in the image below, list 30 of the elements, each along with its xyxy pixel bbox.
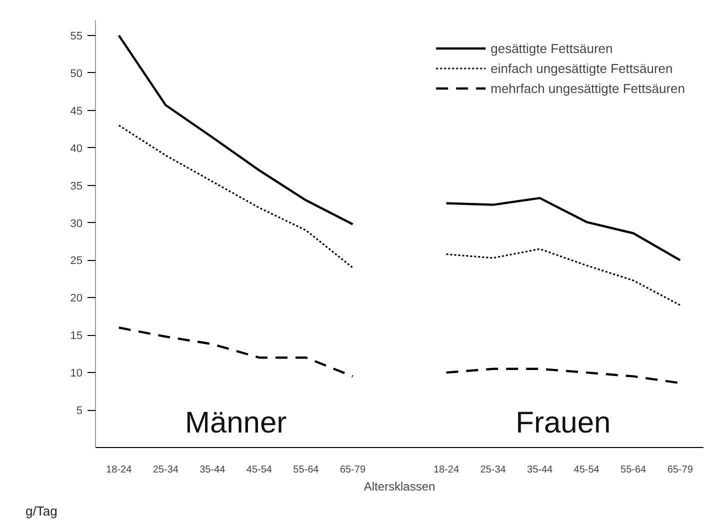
y-tick-label: 35 (70, 180, 83, 192)
legend-label: gesättigte Fettsäuren (490, 40, 613, 56)
x-tick-label: 25-34 (480, 464, 506, 476)
y-tick-label: 10 (70, 368, 83, 380)
x-tick-label: 18-24 (433, 464, 460, 476)
y-tick-label: 30 (70, 218, 83, 230)
x-tick-label: 18-24 (106, 464, 132, 476)
y-tick-label: 25 (70, 255, 83, 268)
x-tick-label: 25-34 (152, 464, 179, 476)
y-tick-label: 5 (76, 405, 83, 418)
annotation: Frauen (516, 406, 611, 440)
y-tick-label: 50 (70, 68, 83, 80)
x-tick-label: 55-64 (293, 464, 320, 476)
y-tick-label: 15 (70, 330, 83, 342)
annotation: Männer (184, 406, 287, 440)
y-tick-label: 45 (70, 105, 83, 118)
y-tick-label: 55 (70, 30, 83, 42)
y-axis-title: g/Tag (26, 504, 58, 518)
x-tick-label: 45-54 (246, 464, 272, 476)
y-tick-label: 40 (70, 142, 83, 155)
x-tick-label: 35-44 (527, 464, 554, 476)
x-tick-label: 65-79 (667, 464, 694, 476)
x-tick-label: 55-64 (620, 464, 647, 476)
y-tick-label: 20 (70, 292, 83, 305)
x-tick-label: 45-54 (574, 464, 600, 476)
legend-label: mehrfach ungesättigte Fettsäuren (490, 80, 685, 96)
x-tick-label: 65-79 (340, 464, 366, 476)
x-axis-title: Altersklassen (364, 480, 436, 494)
legend-label: einfach ungesättigte Fettsäuren (490, 60, 673, 76)
x-tick-label: 35-44 (200, 464, 226, 476)
